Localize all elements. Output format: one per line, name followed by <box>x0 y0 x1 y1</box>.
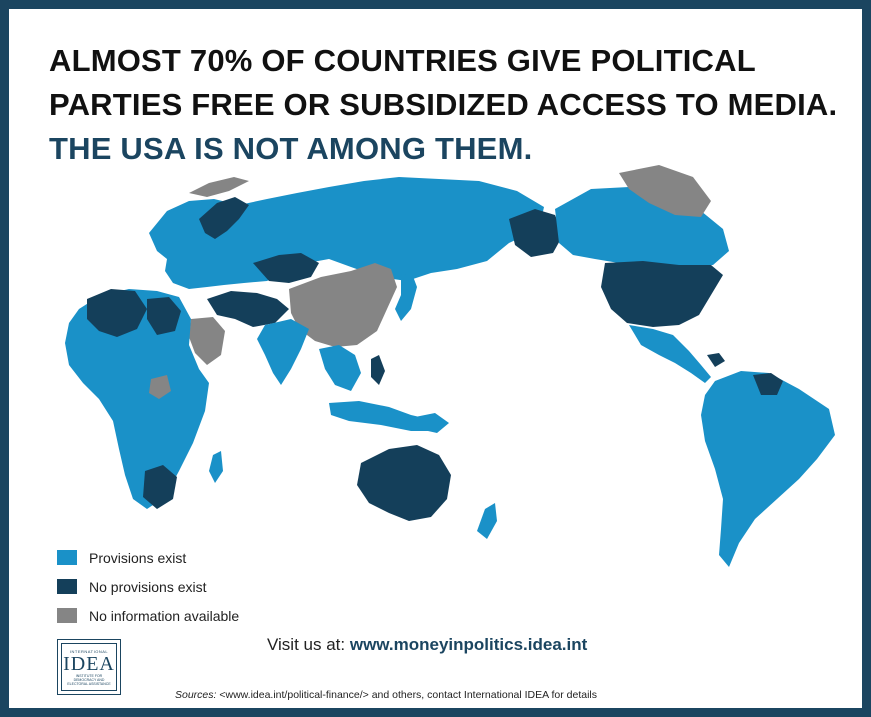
africa-no-info-region <box>149 375 171 399</box>
legend-swatch <box>57 550 77 565</box>
legend-item-provisions-exist: Provisions exist <box>57 543 239 572</box>
logo-tagline-3: ELECTORAL ASSISTANCE <box>67 681 111 686</box>
legend-item-no-provisions: No provisions exist <box>57 572 239 601</box>
sources-line: Sources: <www.idea.int/political-finance… <box>175 689 597 701</box>
southeast-asia-region <box>319 345 361 391</box>
southern-africa-region <box>143 465 177 509</box>
africa-region <box>65 289 209 509</box>
north-africa-dark-region <box>87 289 147 337</box>
australia-region <box>357 445 451 521</box>
logo-tagline-2: DEMOCRACY AND <box>73 677 105 682</box>
legend-label: Provisions exist <box>89 549 187 566</box>
caribbean-region <box>707 353 725 367</box>
world-map <box>65 165 835 567</box>
logo-tagline: INSTITUTE FOR DEMOCRACY AND ELECTORAL AS… <box>67 674 110 686</box>
visit-line: Visit us at: www.moneyinpolitics.idea.in… <box>267 635 587 655</box>
logo-tagline-1: INSTITUTE FOR <box>75 673 103 678</box>
legend-swatch <box>57 608 77 623</box>
central-asia-region <box>253 253 319 283</box>
south-america-region <box>701 371 835 567</box>
india-region <box>257 319 309 385</box>
logo-word: IDEA <box>63 652 115 675</box>
headline: ALMOST 70% OF COUNTRIES GIVE POLITICAL P… <box>49 39 849 171</box>
headline-line-3: THE USA IS NOT AMONG THEM. <box>49 131 533 166</box>
papua-region <box>415 413 449 433</box>
egypt-region <box>147 297 181 335</box>
alaska-region <box>509 209 563 257</box>
china-region <box>289 263 397 347</box>
greenland-region <box>619 165 711 217</box>
headline-line-1: ALMOST 70% OF COUNTRIES GIVE POLITICAL <box>49 43 756 78</box>
saudi-arabia-region <box>189 317 225 365</box>
guyana-region <box>753 373 783 395</box>
visit-label: Visit us at: <box>267 635 346 654</box>
legend-item-no-information: No information available <box>57 601 239 630</box>
sources-text: <www.idea.int/political-finance/> and ot… <box>219 689 597 701</box>
indonesia-region <box>329 401 439 431</box>
philippines-region <box>371 355 385 385</box>
legend-label: No provisions exist <box>89 578 207 595</box>
japan-region <box>395 271 417 321</box>
madagascar-region <box>209 451 223 483</box>
usa-region <box>601 261 723 327</box>
logo-top-text: INTERNATIONAL <box>69 648 109 654</box>
legend-swatch <box>57 579 77 594</box>
scandinavia-region <box>199 197 249 239</box>
map-legend: Provisions exist No provisions exist No … <box>57 543 239 630</box>
sources-label: Sources: <box>175 689 217 701</box>
middle-east-region <box>207 291 289 327</box>
idea-logo: INTERNATIONAL IDEA INSTITUTE FOR DEMOCRA… <box>57 639 121 695</box>
new-zealand-region <box>477 503 497 539</box>
headline-line-2: PARTIES FREE OR SUBSIDIZED ACCESS TO MED… <box>49 87 838 122</box>
website-link[interactable]: www.moneyinpolitics.idea.int <box>349 635 588 654</box>
arctic-islands-region <box>189 177 249 197</box>
legend-label: No information available <box>89 607 240 624</box>
central-america-region <box>629 325 711 383</box>
